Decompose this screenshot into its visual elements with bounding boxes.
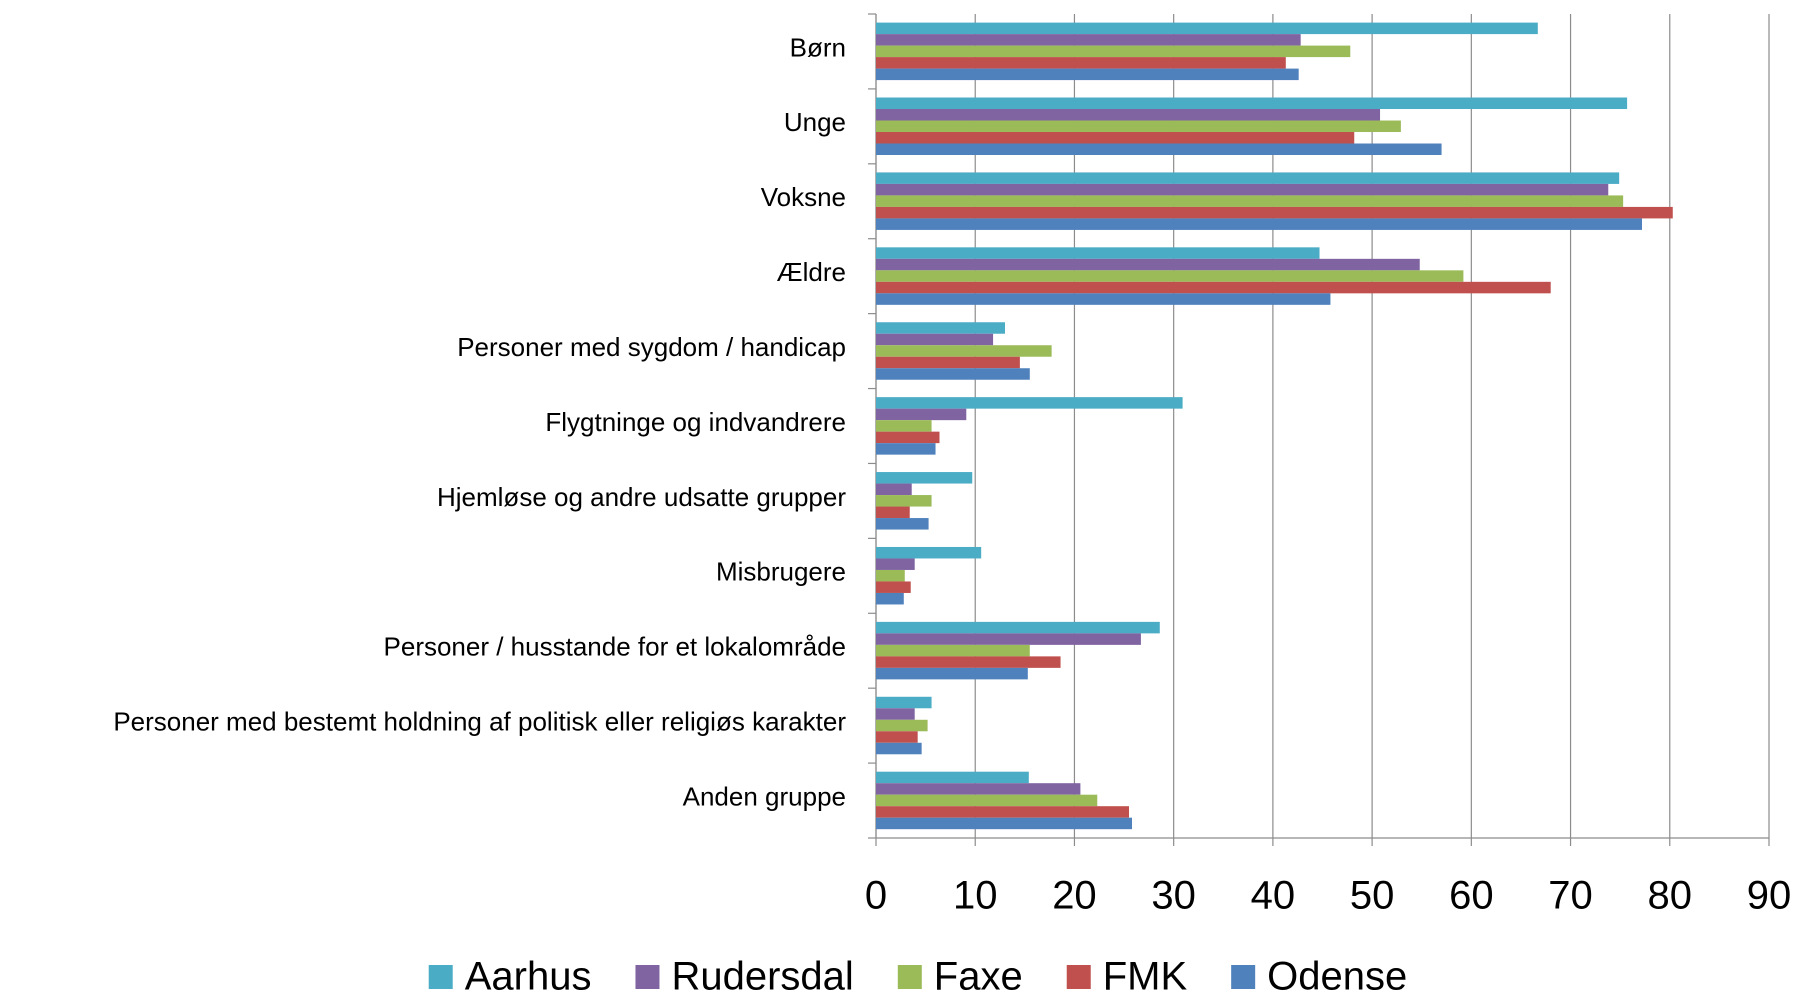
bar [876, 322, 1005, 334]
y-tick-label: Personer / husstande for et lokalområde [384, 632, 846, 662]
y-tick-label: Ældre [777, 257, 846, 287]
bar [876, 345, 1052, 357]
bar [876, 581, 911, 593]
bar [876, 45, 1351, 58]
bar [876, 558, 915, 570]
bar [876, 806, 1130, 818]
bar [876, 569, 905, 582]
bar [876, 270, 1464, 282]
bar [876, 708, 915, 720]
x-tick-label: 70 [1548, 874, 1593, 918]
legend-label: FMK [1103, 955, 1188, 997]
x-tick-label: 60 [1449, 874, 1494, 918]
bar [876, 172, 1620, 184]
legend-swatch [897, 965, 922, 989]
legend-swatch [1066, 965, 1091, 989]
bar [876, 333, 994, 346]
bar [876, 368, 1030, 380]
y-tick-label: Personer med bestemt holdning af politis… [113, 707, 846, 737]
y-tick-label: Børn [790, 32, 846, 62]
bar [876, 794, 1098, 807]
x-tick-label: 20 [1052, 874, 1097, 918]
bar [876, 397, 1183, 409]
bar [876, 656, 1061, 668]
bar [876, 195, 1624, 207]
bar [876, 132, 1355, 144]
bar [876, 621, 1160, 634]
legend-swatch [635, 965, 660, 989]
x-tick-label: 10 [953, 874, 998, 918]
bar [876, 247, 1320, 259]
legend-swatch [428, 965, 453, 989]
bar [876, 293, 1331, 305]
bar [876, 667, 1028, 680]
bar [876, 443, 936, 455]
x-tick-label: 40 [1251, 874, 1296, 918]
bar [876, 206, 1673, 219]
bar [876, 408, 967, 421]
legend-label: Faxe [934, 955, 1023, 997]
bar [876, 420, 932, 432]
x-tick-label: 80 [1648, 874, 1693, 918]
bar [876, 483, 912, 496]
x-tick-label: 30 [1151, 874, 1196, 918]
bar [876, 258, 1420, 271]
bar [876, 431, 940, 444]
bar [876, 68, 1299, 81]
x-tick-label: 0 [865, 874, 887, 918]
y-tick-label: Anden gruppe [683, 781, 846, 811]
legend-label: Rudersdal [671, 955, 853, 997]
bar [876, 472, 973, 484]
bar [876, 696, 932, 709]
bar [876, 644, 1030, 657]
bar [876, 57, 1286, 69]
bar [876, 109, 1381, 121]
bar [876, 120, 1401, 133]
bar [876, 34, 1301, 46]
y-tick-label: Misbrugere [716, 557, 846, 587]
bar [876, 97, 1628, 110]
bar [876, 218, 1642, 230]
y-tick-label: Personer med sygdom / handicap [457, 332, 846, 362]
bar [876, 22, 1538, 35]
y-tick-label: Voksne [761, 182, 846, 212]
legend-swatch [1231, 965, 1256, 989]
bar [876, 633, 1141, 645]
bar [876, 495, 932, 507]
bar [876, 281, 1551, 294]
x-tick-label: 90 [1747, 874, 1792, 918]
bar [876, 183, 1609, 196]
bar [876, 143, 1442, 156]
bar [876, 731, 918, 743]
bar [876, 817, 1132, 830]
y-tick-label: Unge [784, 107, 846, 137]
y-tick-label: Flygtninge og indvandrere [545, 407, 846, 437]
bar [876, 742, 922, 755]
bar [876, 719, 928, 732]
bar [876, 783, 1081, 795]
bar [876, 771, 1029, 784]
bar [876, 356, 1020, 369]
bar [876, 506, 910, 519]
bar [876, 518, 929, 530]
legend-label: Odense [1267, 955, 1407, 997]
bar [876, 592, 904, 605]
legend-label: Aarhus [465, 955, 592, 997]
y-tick-label: Hjemløse og andre udsatte grupper [437, 482, 846, 512]
bar [876, 546, 982, 559]
x-tick-label: 50 [1350, 874, 1395, 918]
